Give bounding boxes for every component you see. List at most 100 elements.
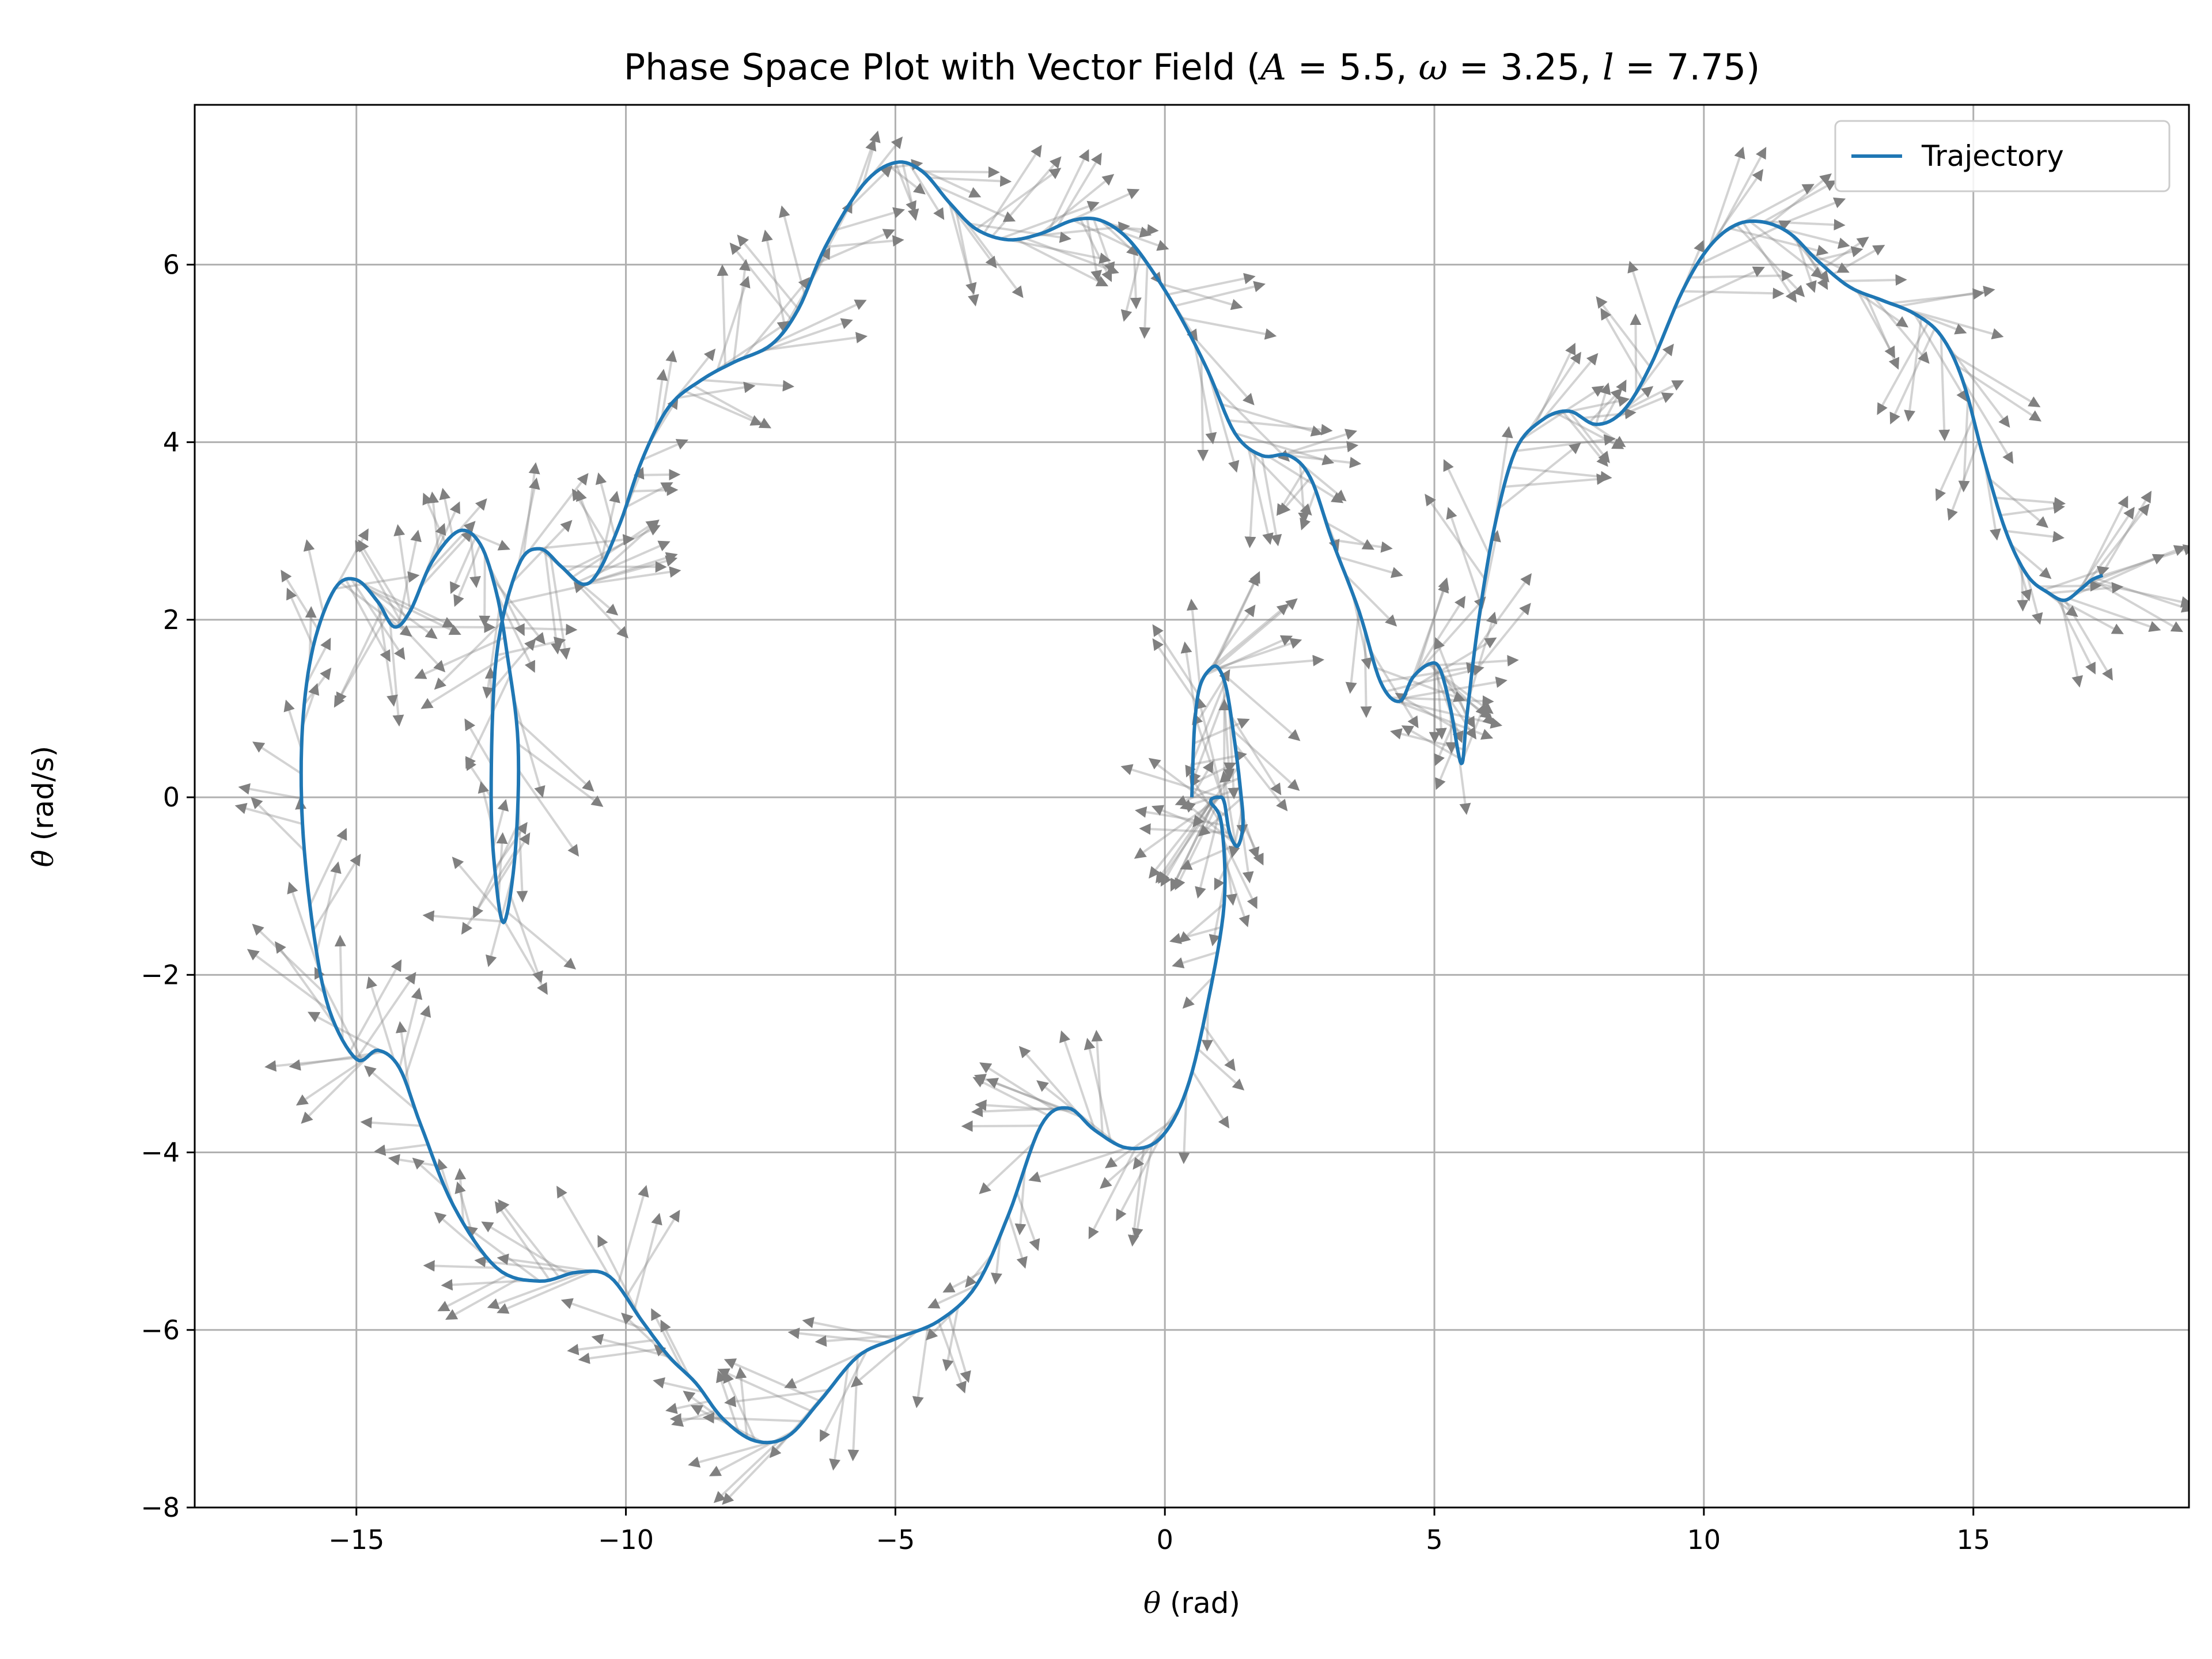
vector-field-arrow [742, 276, 810, 359]
vector-field-arrow [2038, 579, 2102, 592]
vector-field-arrow [1600, 308, 1644, 381]
vector-field-arrow [787, 1327, 886, 1344]
vector-field-arrow [1221, 676, 1235, 781]
vector-field-arrow [815, 1334, 906, 1347]
vector-field-arrow [942, 1270, 986, 1293]
vector-field-arrow [1289, 454, 1362, 468]
vector-field-arrow [1344, 574, 1397, 627]
vector-field-arrow [1244, 452, 1256, 548]
vector-field-arrow [434, 620, 503, 690]
vector-field-arrow [1175, 807, 1217, 891]
vector-field-arrow [1331, 539, 1393, 553]
vector-field-arrow [1278, 476, 1312, 515]
vector-field-arrow [452, 857, 501, 915]
vector-field-arrow [301, 1051, 374, 1124]
y-tick-label: 6 [163, 249, 180, 280]
vector-field-arrow [556, 1185, 611, 1278]
vector-field-arrow [528, 473, 589, 552]
vector-field-arrow [578, 1347, 663, 1364]
vector-field-arrow [281, 569, 319, 630]
vector-field-arrow [1873, 296, 1930, 364]
vector-field-arrow [1431, 662, 1464, 743]
vector-field-arrow [942, 1306, 960, 1372]
vector-field-arrow [283, 699, 303, 750]
vector-field-arrow [1470, 603, 1531, 677]
vector-field-arrow [1132, 1105, 1181, 1170]
vector-field-arrow [1160, 801, 1212, 887]
vector-field-arrow [616, 1185, 649, 1286]
vector-field-arrow [301, 683, 320, 727]
vector-field-arrow [862, 130, 881, 185]
vector-field-arrow [752, 318, 853, 356]
vector-field-arrow [1183, 801, 1238, 847]
vector-field-arrow [1735, 224, 1805, 297]
vector-field-arrow [534, 534, 635, 551]
vector-field-arrow [1715, 146, 1767, 240]
vector-field-arrow [1139, 823, 1230, 835]
vector-field-arrow [305, 638, 331, 685]
vector-field-arrow [660, 1319, 691, 1377]
vector-field-arrow [986, 1078, 1082, 1118]
vector-field-arrow [1084, 1037, 1112, 1142]
vector-field-arrow [1189, 774, 1235, 844]
vector-field-arrow [234, 802, 303, 825]
vector-field-arrow [716, 1370, 740, 1433]
vector-field-arrow [2073, 554, 2165, 597]
vector-field-arrow [1889, 288, 1985, 305]
vector-field-arrow [1435, 741, 1457, 790]
vector-field-arrow [991, 1234, 1002, 1285]
y-tick-label: 4 [163, 427, 180, 458]
vector-field-arrow [999, 200, 1100, 240]
title-param-symbol: ω [1418, 46, 1448, 88]
x-axis-label: θ (rad) [1143, 1586, 1240, 1620]
vector-field-arrow [517, 769, 579, 857]
vector-field-arrow [597, 1234, 643, 1322]
vector-field-arrow [1961, 379, 2014, 464]
vector-field-arrow [595, 472, 616, 537]
vector-field-arrow [1197, 357, 1209, 461]
vector-field-arrow [2083, 503, 2150, 587]
vector-field-arrow [870, 137, 903, 177]
vector-field-arrow [660, 350, 677, 418]
vector-field-arrow [427, 491, 440, 552]
vector-field-arrow [1695, 220, 1791, 267]
vector-field-arrow [1403, 676, 1508, 700]
vector-field-arrow [1219, 671, 1301, 741]
vector-field-arrow [1946, 343, 2010, 428]
vector-field-arrow [1509, 466, 1612, 483]
vector-field-arrow [633, 1213, 662, 1310]
vector-field-arrow [961, 216, 1024, 298]
vector-field-arrow [586, 566, 681, 585]
vector-field-arrow [1219, 770, 1237, 846]
vector-field-arrow [1468, 611, 1498, 699]
vector-field-arrow [1555, 411, 1624, 449]
vector-field-arrow [1534, 342, 1576, 426]
vector-field-arrow [817, 229, 895, 264]
vector-field-arrow [487, 1270, 586, 1309]
vector-field-arrow [421, 654, 508, 709]
vector-field-arrow [457, 498, 487, 532]
vector-field-arrow [334, 571, 420, 590]
vector-field-arrow [360, 1116, 422, 1128]
vector-field-arrow [1099, 219, 1139, 256]
vector-field-arrow [1134, 796, 1221, 859]
vector-field-arrow [544, 550, 562, 655]
vector-field-arrow [653, 369, 668, 431]
plot-frame [194, 104, 2190, 1509]
vector-field-arrow [398, 987, 423, 1069]
vector-field-arrow [1086, 218, 1103, 282]
vector-field-arrow [275, 941, 337, 1027]
vector-field-arrow [937, 1320, 967, 1394]
vector-field-arrow [495, 592, 535, 673]
vector-field-arrow [631, 484, 679, 497]
vector-field-arrow [1434, 637, 1468, 718]
vector-field-arrow [503, 921, 548, 995]
vector-field-arrow [493, 638, 536, 690]
vector-field-arrow [238, 783, 302, 800]
vector-field-arrow [1028, 1146, 1128, 1183]
vector-field-arrow [461, 850, 517, 935]
x-tick-label: −15 [328, 1524, 384, 1555]
vector-field-arrow [372, 594, 446, 673]
vector-field-arrow [2026, 575, 2043, 625]
